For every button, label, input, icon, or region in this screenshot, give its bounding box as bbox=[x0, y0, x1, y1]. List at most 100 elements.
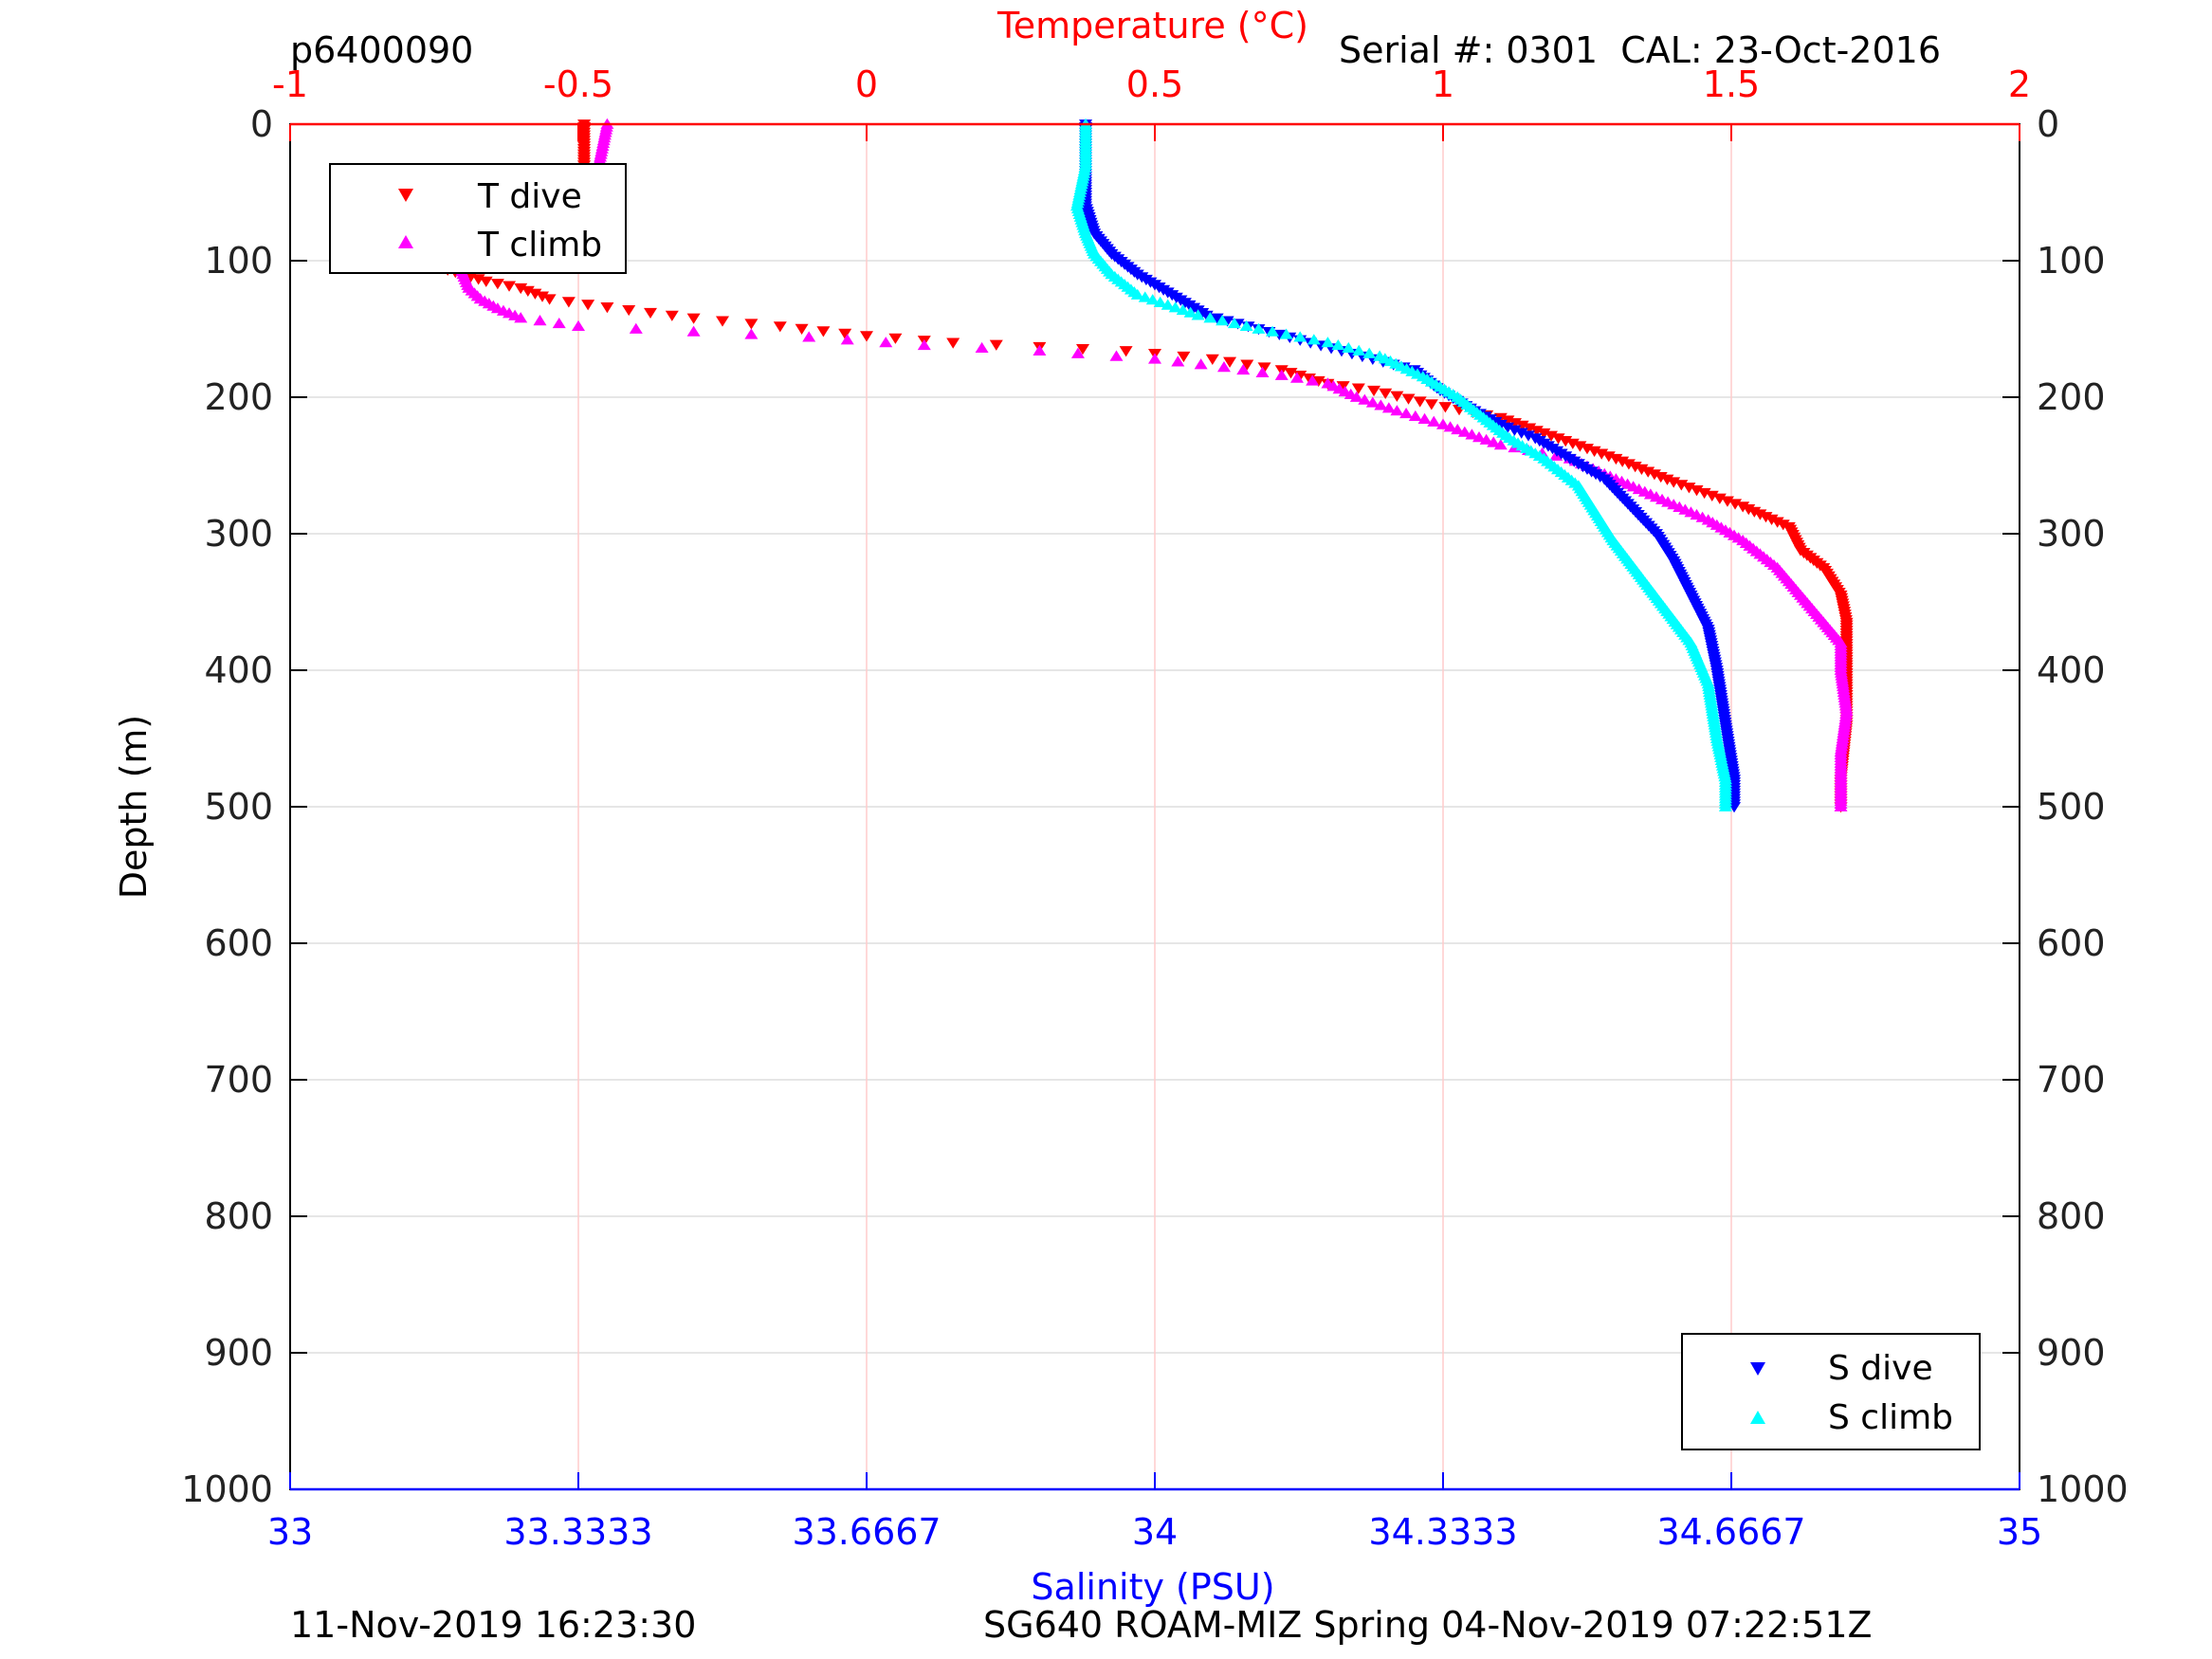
salinity-tick-label: 34.6667 bbox=[1656, 1511, 1805, 1553]
marker-t-dive bbox=[1424, 399, 1438, 410]
marker-s-climb bbox=[1266, 325, 1280, 337]
legend-label-t-dive: T dive bbox=[477, 177, 582, 216]
marker-t-climb bbox=[1443, 421, 1457, 432]
marker-t-climb bbox=[840, 334, 854, 345]
marker-t-dive bbox=[1413, 396, 1427, 408]
temperature-legend-box bbox=[329, 163, 627, 274]
marker-s-climb bbox=[1718, 800, 1732, 811]
marker-t-dive bbox=[561, 297, 576, 308]
marker-s-climb bbox=[1321, 337, 1335, 348]
marker-t-climb bbox=[744, 328, 759, 339]
marker-t-dive bbox=[503, 281, 517, 292]
marker-s-dive bbox=[1493, 419, 1508, 431]
temperature-legend: T dive T climb bbox=[329, 163, 627, 274]
marker-s-climb bbox=[1203, 312, 1217, 323]
legend-label-s-climb: S climb bbox=[1828, 1398, 1953, 1437]
marker-s-climb bbox=[1279, 328, 1293, 339]
axes: 0 0 100 100 200 200 300 300 400 400 500 500 600 600 70… bbox=[181, 64, 2128, 1553]
depth-tick-label-left: 200 bbox=[204, 376, 273, 418]
salinity-tick-label: 33.3333 bbox=[503, 1511, 652, 1553]
temperature-tick-label: -0.5 bbox=[543, 64, 613, 105]
marker-t-dive bbox=[490, 279, 504, 290]
marker-t-climb bbox=[1487, 436, 1501, 447]
marker-t-dive bbox=[860, 331, 873, 342]
temperature-tick-label: 0 bbox=[855, 64, 878, 105]
marker-t-climb bbox=[1472, 431, 1486, 443]
marker-t-dive bbox=[1257, 362, 1271, 374]
depth-tick-label-left: 700 bbox=[204, 1059, 273, 1101]
marker-s-climb bbox=[1239, 319, 1253, 332]
marker-s-climb bbox=[1293, 331, 1307, 342]
marker-t-dive bbox=[1076, 343, 1089, 356]
marker-t-dive bbox=[838, 328, 852, 339]
marker-s-climb bbox=[1307, 334, 1321, 345]
salinity-tick-label: 34.3333 bbox=[1368, 1511, 1517, 1553]
temperature-tick-label: 2 bbox=[2008, 64, 2031, 105]
salinity-tick-label: 33 bbox=[267, 1511, 313, 1553]
marker-s-dive bbox=[1514, 428, 1528, 439]
marker-t-dive bbox=[665, 310, 679, 321]
temperature-tick-label: 1 bbox=[1432, 64, 1454, 105]
depth-tick-label-right: 700 bbox=[2037, 1059, 2106, 1101]
marker-t-climb bbox=[1289, 372, 1304, 383]
marker-t-dive bbox=[1674, 480, 1689, 491]
marker-s-climb bbox=[1176, 303, 1190, 316]
marker-t-dive bbox=[773, 321, 787, 333]
marker-t-dive bbox=[1311, 375, 1325, 388]
marker-t-climb bbox=[686, 325, 701, 337]
salinity-tick-label: 35 bbox=[1997, 1511, 2042, 1553]
marker-t-dive bbox=[1720, 496, 1734, 507]
marker-t-dive bbox=[1336, 381, 1350, 392]
marker-s-climb bbox=[1362, 347, 1377, 358]
salinity-legend: S dive S climb bbox=[1681, 1333, 1981, 1450]
salinity-tick-label: 33.6667 bbox=[792, 1511, 941, 1553]
marker-t-climb bbox=[1236, 363, 1251, 375]
marker-s-climb bbox=[1168, 301, 1182, 313]
marker-t-climb bbox=[1349, 391, 1363, 402]
marker-t-dive bbox=[1367, 385, 1381, 397]
series-t-dive bbox=[433, 119, 1854, 813]
marker-t-climb bbox=[1465, 428, 1479, 440]
marker-s-dive bbox=[1508, 425, 1522, 436]
marker-s-climb bbox=[1161, 299, 1175, 310]
marker-s-climb bbox=[1191, 309, 1205, 320]
marker-t-climb bbox=[1834, 800, 1848, 811]
marker-t-dive bbox=[1705, 490, 1719, 501]
marker-s-climb bbox=[1252, 322, 1266, 334]
marker-s-climb bbox=[1331, 338, 1345, 351]
marker-t-climb bbox=[1255, 366, 1270, 377]
depth-tick-label-left: 500 bbox=[204, 786, 273, 828]
marker-s-dive bbox=[1521, 430, 1535, 442]
marker-t-dive bbox=[1690, 485, 1704, 497]
marker-t-dive bbox=[716, 316, 729, 327]
marker-t-dive bbox=[744, 319, 759, 330]
depth-tick-label-left: 100 bbox=[204, 240, 273, 282]
marker-s-climb bbox=[1130, 288, 1144, 300]
marker-t-climb bbox=[1374, 399, 1388, 410]
marker-s-climb bbox=[1216, 315, 1230, 326]
marker-t-climb bbox=[514, 312, 528, 323]
marker-t-climb bbox=[1493, 439, 1508, 450]
marker-t-dive bbox=[888, 333, 903, 344]
marker-t-climb bbox=[1148, 353, 1161, 364]
marker-t-climb bbox=[552, 317, 566, 329]
depth-tick-label-right: 200 bbox=[2037, 376, 2106, 418]
marker-t-climb bbox=[1390, 405, 1404, 416]
grid-lines bbox=[289, 123, 2020, 1490]
depth-tick-label-right: 500 bbox=[2037, 786, 2106, 828]
marker-t-climb bbox=[879, 337, 893, 348]
marker-t-dive bbox=[528, 288, 542, 300]
marker-t-climb bbox=[1216, 361, 1231, 373]
temperature-tick-label: 0.5 bbox=[1126, 64, 1183, 105]
marker-t-climb bbox=[1408, 410, 1422, 422]
marker-t-dive bbox=[1240, 359, 1254, 371]
depth-tick-label-right: 800 bbox=[2037, 1195, 2106, 1237]
mission-info: SG640 ROAM-MIZ Spring 04-Nov-2019 07:22:… bbox=[983, 1604, 1873, 1646]
profile-id: p6400090 bbox=[290, 29, 474, 71]
marker-t-dive bbox=[479, 276, 493, 287]
depth-tick-label-right: 600 bbox=[2037, 922, 2106, 964]
temperature-axis-title: Temperature (°C) bbox=[996, 5, 1308, 46]
depth-tick-label-right: 300 bbox=[2037, 513, 2106, 555]
marker-t-climb bbox=[1070, 347, 1085, 358]
